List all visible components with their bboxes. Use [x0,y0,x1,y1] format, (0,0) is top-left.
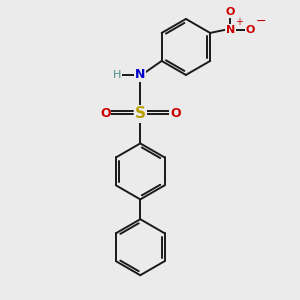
Text: N: N [226,25,235,35]
Text: −: − [256,15,266,28]
Text: O: O [245,25,254,35]
Text: O: O [100,107,111,120]
Text: N: N [135,68,146,81]
Text: H: H [113,70,121,80]
Text: +: + [235,17,243,27]
Text: O: O [226,7,235,17]
Text: O: O [170,107,181,120]
Text: S: S [135,106,146,121]
